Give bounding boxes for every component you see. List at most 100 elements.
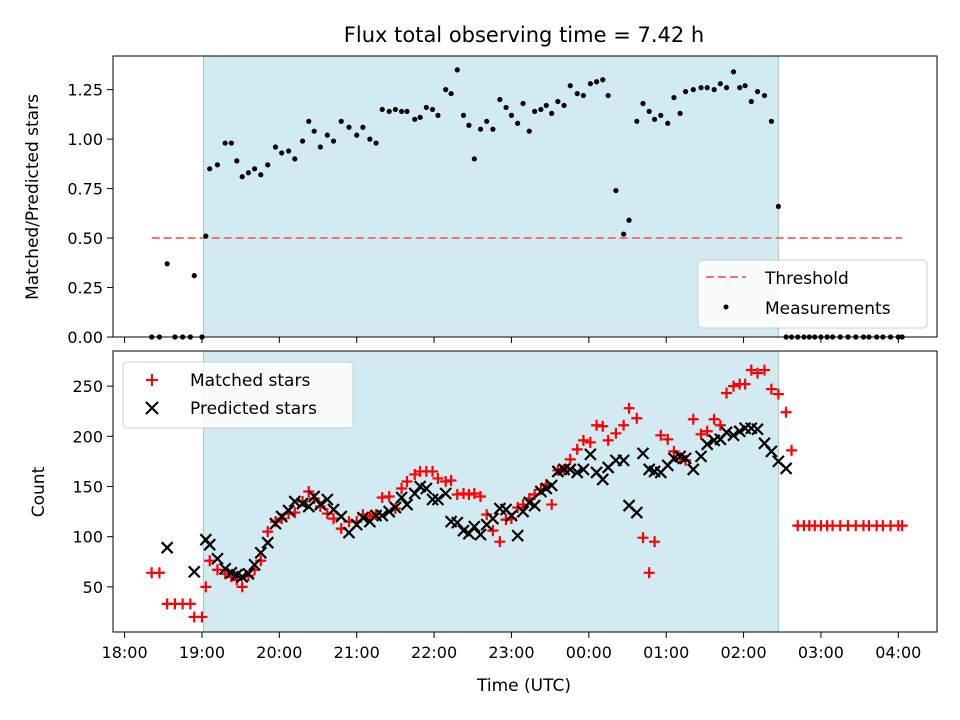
measurement-point xyxy=(711,87,717,93)
predicted-star-point xyxy=(545,479,558,492)
measurement-point xyxy=(626,217,632,223)
measurement-point xyxy=(454,67,460,73)
matched-star-point xyxy=(721,387,733,399)
bottom-xtick-label: 02:00 xyxy=(721,643,767,662)
matched-star-point xyxy=(758,364,770,376)
measurements-legend-label: Measurements xyxy=(765,299,891,319)
predicted-star-point xyxy=(474,528,487,541)
predicted-legend-swatch xyxy=(145,401,159,415)
predicted-star-point xyxy=(700,438,714,451)
predicted-star-point xyxy=(296,497,309,510)
matched-star-point xyxy=(728,380,740,392)
measurement-point xyxy=(435,112,441,118)
predicted-star-point xyxy=(451,516,464,529)
predicted-star-point xyxy=(160,541,174,554)
predicted-star-point xyxy=(439,487,452,500)
bottom-xtick-label: 03:00 xyxy=(798,643,844,662)
matched-star-point xyxy=(184,598,196,610)
top-panel: 0.00 0.25 0.50 0.75 1.00 1.25 Matched/Predict… xyxy=(23,55,938,347)
matched-star-point xyxy=(427,465,439,477)
matched-star-point xyxy=(643,567,655,579)
predicted-star-point xyxy=(261,536,275,549)
matched-star-point xyxy=(383,491,395,503)
bottom-xtick-label: 00:00 xyxy=(566,643,612,662)
matched-star-point xyxy=(780,406,792,418)
bottom-legend: Matched stars Predicted stars xyxy=(122,361,354,429)
predicted-star-point xyxy=(408,487,422,500)
bottom-xtick-label: 18:00 xyxy=(102,643,148,662)
predicted-star-point xyxy=(679,452,692,465)
predicted-star-point xyxy=(389,501,402,514)
threshold-legend-label: Threshold xyxy=(764,269,849,289)
top-axes-frame xyxy=(112,55,938,338)
bottom-xtick-label: 23:00 xyxy=(488,643,534,662)
measurement-point xyxy=(251,166,258,172)
bottom-xtick-label: 04:00 xyxy=(875,643,921,662)
measurement-point xyxy=(515,120,521,126)
matched-star-point xyxy=(432,472,444,484)
measurement-point xyxy=(768,118,775,124)
measurement-point xyxy=(605,92,611,99)
predicted-star-point xyxy=(636,447,650,460)
measurement-point xyxy=(234,158,240,164)
predicted-star-point xyxy=(462,527,476,540)
measurement-point xyxy=(392,106,399,113)
measurement-point xyxy=(379,106,385,113)
measurement-point xyxy=(646,108,652,115)
predicted-star-point xyxy=(307,490,321,503)
matched-star-point xyxy=(236,581,248,593)
measurement-point xyxy=(191,273,197,279)
predicted-star-point xyxy=(511,529,524,542)
predicted-star-point xyxy=(694,450,708,463)
predicted-star-point xyxy=(779,462,793,475)
measurement-point xyxy=(613,187,619,194)
measurement-point xyxy=(640,100,646,107)
matched-legend-swatch xyxy=(146,374,158,386)
matched-star-point xyxy=(211,564,223,576)
measurement-point xyxy=(306,118,312,124)
measurement-point xyxy=(497,96,503,103)
measurement-point xyxy=(748,98,754,105)
matched-star-point xyxy=(487,525,499,537)
matched-star-point xyxy=(196,611,208,623)
top-legend-box xyxy=(697,259,928,329)
measurement-point xyxy=(621,231,627,237)
predicted-star-point xyxy=(375,509,389,522)
matched-star-point xyxy=(772,388,784,400)
measurement-point xyxy=(503,104,509,111)
measurement-point xyxy=(239,174,245,180)
measurement-point xyxy=(651,116,658,122)
figure-title: Flux total observing time = 7.42 h xyxy=(344,23,704,47)
matched-star-point xyxy=(752,367,763,379)
matched-star-point xyxy=(618,419,630,431)
top-ytick-label: 1.25 xyxy=(67,81,103,100)
measurement-point xyxy=(346,124,352,130)
measurement-point xyxy=(682,89,689,95)
predicted-star-point xyxy=(727,429,740,442)
predicted-star-point xyxy=(334,510,348,523)
matched-star-point xyxy=(494,536,506,548)
bottom-xtick-label: 22:00 xyxy=(411,643,457,662)
matched-star-point xyxy=(602,434,614,446)
measurement-point xyxy=(484,118,490,124)
matched-star-point xyxy=(714,419,726,431)
matched-star-point xyxy=(328,513,340,525)
matched-star-point xyxy=(396,482,408,494)
predicted-star-point xyxy=(282,504,295,517)
matched-star-point xyxy=(655,429,667,441)
matched-legend-label: Matched stars xyxy=(190,371,310,391)
measurement-point xyxy=(677,110,683,116)
predicted-star-point xyxy=(400,498,414,511)
predicted-star-point xyxy=(254,546,268,559)
measurement-point xyxy=(730,69,737,75)
measurement-point xyxy=(367,136,373,142)
predicted-star-point xyxy=(356,511,370,524)
bottom-axes-frame xyxy=(112,350,938,633)
predicted-star-point xyxy=(584,448,597,461)
measurements-legend-swatch xyxy=(723,304,729,310)
measurement-point xyxy=(258,172,264,178)
measurement-point xyxy=(698,85,704,91)
predicted-star-point xyxy=(505,509,518,522)
measurement-point xyxy=(567,83,573,89)
matched-star-point xyxy=(584,436,596,448)
